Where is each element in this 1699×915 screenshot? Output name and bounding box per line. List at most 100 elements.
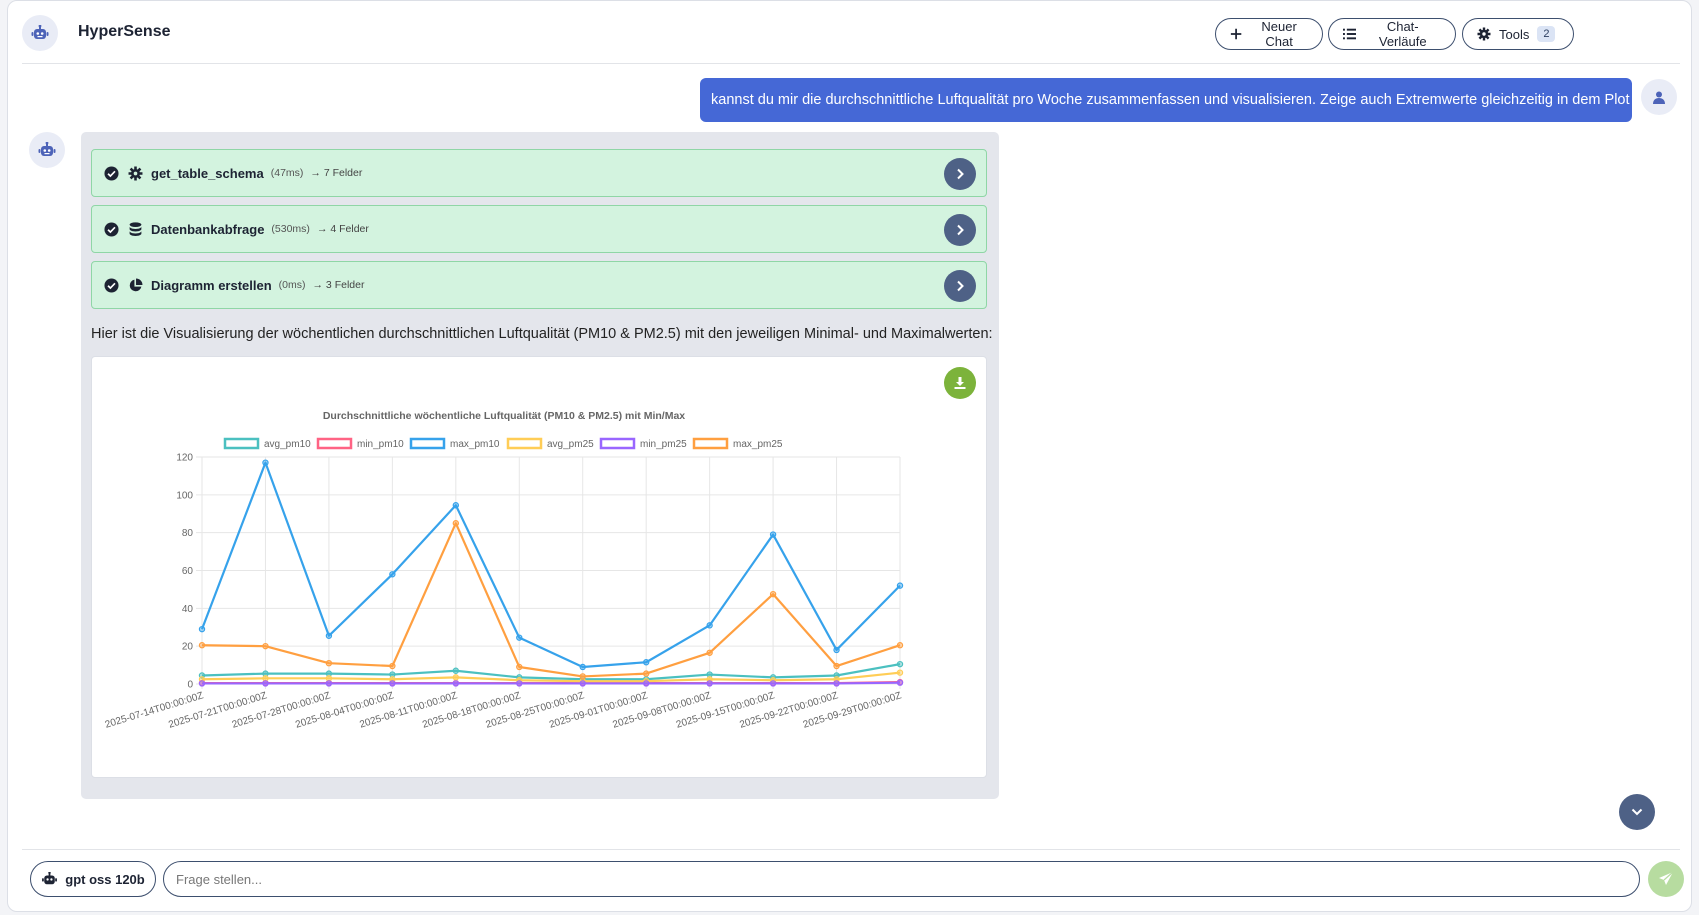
- tool-call-datenbankabfrage[interactable]: Datenbankabfrage (530ms) → 4 Felder: [91, 205, 987, 253]
- data-point-min_pm25: [198, 680, 206, 687]
- tool-result: → 4 Felder: [316, 223, 369, 235]
- question-input[interactable]: [163, 861, 1640, 897]
- legend-label: avg_pm25: [547, 439, 594, 450]
- data-point-max_pm25: [452, 520, 460, 527]
- data-point-max_pm10: [769, 531, 777, 538]
- assistant-message-panel: get_table_schema (47ms) → 7 Felder Daten…: [81, 132, 999, 799]
- data-point-min_pm25: [706, 680, 713, 687]
- list-icon: [1343, 28, 1357, 40]
- robot-icon: [42, 872, 58, 885]
- data-point-min_pm25: [769, 680, 777, 687]
- tool-name: get_table_schema: [151, 165, 264, 181]
- data-point-max_pm10: [896, 582, 904, 589]
- data-point-max_pm10: [389, 571, 396, 578]
- data-point-min_pm25: [579, 680, 586, 687]
- assistant-summary-text: Hier ist die Visualisierung der wöchentl…: [91, 326, 993, 342]
- y-tick-label: 60: [182, 566, 194, 577]
- series-line-max_pm25: [201, 522, 901, 678]
- expand-tool-button[interactable]: [944, 158, 976, 190]
- series-line-avg_pm10: [201, 663, 901, 681]
- data-point-max_pm10: [833, 646, 840, 654]
- chat-app-window: HyperSense Neuer Chat Chat-Verläufe Tool…: [7, 0, 1692, 912]
- series-line-min_pm25: [202, 681, 901, 685]
- pie-chart-icon: [129, 278, 143, 291]
- legend-swatch: [409, 437, 446, 450]
- chat-history-button[interactable]: Chat-Verläufe: [1328, 18, 1456, 50]
- tool-call-get-table-schema[interactable]: get_table_schema (47ms) → 7 Felder: [91, 149, 987, 197]
- data-point-avg_pm25: [325, 675, 333, 682]
- check-circle-icon: [104, 221, 119, 237]
- app-logo-avatar: [22, 15, 58, 51]
- robot-icon: [31, 25, 49, 39]
- tools-count-badge: 2: [1537, 26, 1556, 42]
- app-title: HyperSense: [78, 23, 171, 40]
- paper-plane-icon: [1659, 871, 1674, 885]
- data-point-max_pm10: [262, 459, 269, 466]
- scroll-down-button[interactable]: [1619, 794, 1655, 830]
- expand-tool-button[interactable]: [944, 214, 976, 246]
- data-point-max_pm25: [389, 662, 396, 670]
- check-circle-icon: [104, 165, 119, 181]
- legend-swatch: [506, 437, 543, 450]
- tools-button[interactable]: Tools 2: [1462, 18, 1574, 50]
- legend-swatch: [692, 437, 729, 450]
- download-icon: [954, 377, 966, 389]
- chevron-right-icon: [957, 224, 964, 236]
- data-point-max_pm25: [706, 649, 713, 656]
- y-tick-label: 120: [176, 453, 193, 464]
- tool-duration: (47ms): [270, 167, 304, 179]
- model-label: gpt oss 120b: [65, 871, 145, 887]
- legend-swatch: [316, 437, 353, 450]
- data-point-max_pm25: [198, 642, 206, 649]
- expand-tool-button[interactable]: [944, 270, 976, 302]
- data-point-min_pm25: [833, 680, 840, 687]
- data-point-min_pm25: [642, 680, 650, 687]
- data-point-max_pm25: [325, 659, 333, 667]
- tool-call-diagramm-erstellen[interactable]: Diagramm erstellen (0ms) → 3 Felder: [91, 261, 987, 309]
- database-icon: [129, 221, 142, 236]
- assistant-avatar: [29, 132, 65, 168]
- legend-label: max_pm25: [733, 439, 783, 450]
- legend-label: min_pm25: [640, 439, 687, 450]
- new-chat-button[interactable]: Neuer Chat: [1215, 18, 1323, 50]
- robot-icon: [38, 142, 56, 156]
- tool-name: Diagramm erstellen: [151, 277, 272, 293]
- check-circle-icon: [104, 277, 119, 293]
- data-point-max_pm10: [579, 663, 586, 671]
- series-line-avg_pm25: [201, 671, 901, 683]
- chart-title: Durchschnittliche wöchentliche Luftquali…: [323, 410, 685, 422]
- data-point-max_pm25: [833, 662, 840, 670]
- data-point-max_pm10: [516, 634, 523, 641]
- app-header: HyperSense Neuer Chat Chat-Verläufe Tool…: [22, 13, 1680, 64]
- tool-result: → 7 Felder: [310, 167, 363, 179]
- y-tick-label: 40: [182, 604, 194, 615]
- legend-swatch: [223, 437, 260, 450]
- tool-duration: (530ms): [271, 223, 310, 235]
- line-chart: Durchschnittliche wöchentliche Luftquali…: [104, 410, 904, 731]
- data-point-avg_pm25: [452, 674, 460, 681]
- y-tick-label: 0: [187, 680, 193, 691]
- legend-label: avg_pm10: [264, 439, 311, 450]
- data-point-max_pm10: [452, 502, 460, 509]
- data-point-min_pm25: [262, 680, 269, 687]
- chevron-right-icon: [957, 280, 964, 292]
- data-point-max_pm25: [516, 663, 523, 671]
- y-tick-label: 100: [176, 490, 193, 501]
- data-point-min_pm25: [896, 679, 904, 686]
- send-button[interactable]: [1648, 861, 1684, 897]
- footer-divider: [22, 849, 1680, 850]
- data-point-max_pm25: [262, 642, 269, 650]
- tool-duration: (0ms): [278, 279, 306, 291]
- data-point-max_pm10: [642, 659, 650, 666]
- tools-label: Tools: [1499, 26, 1530, 42]
- model-selector-button[interactable]: gpt oss 120b: [30, 861, 156, 897]
- data-point-max_pm25: [896, 642, 904, 649]
- data-point-max_pm10: [325, 632, 333, 639]
- data-point-min_pm25: [325, 680, 333, 687]
- download-chart-button[interactable]: [944, 367, 976, 399]
- user-icon: [1653, 91, 1665, 104]
- data-point-max_pm10: [198, 625, 206, 633]
- legend-label: min_pm10: [357, 439, 404, 450]
- data-point-avg_pm10: [452, 667, 460, 674]
- y-tick-label: 20: [182, 642, 194, 653]
